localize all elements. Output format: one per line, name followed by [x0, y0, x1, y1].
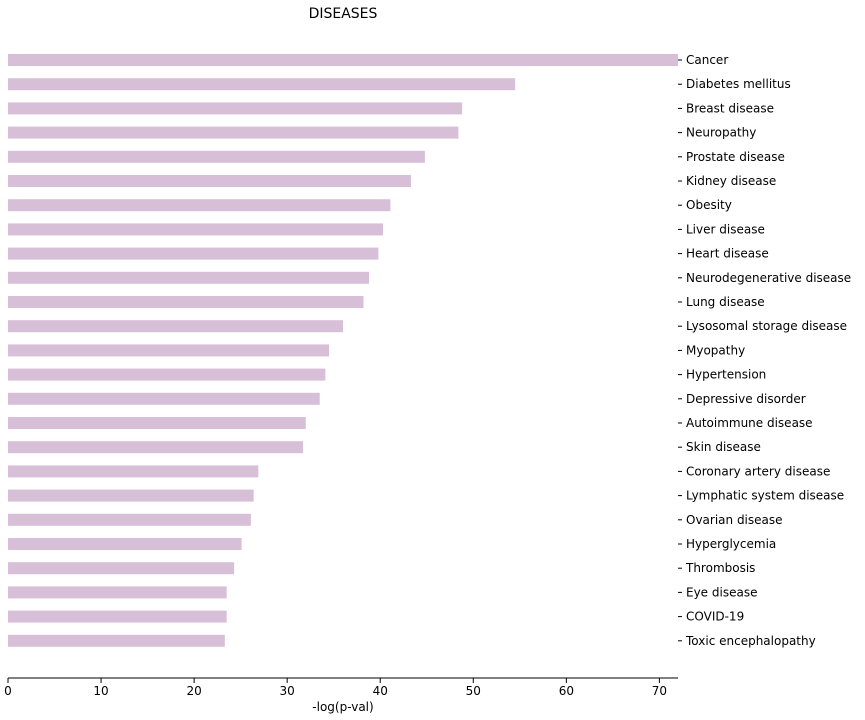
category-label: Coronary artery disease [686, 464, 830, 478]
bar [8, 223, 384, 236]
category-label: COVID-19 [686, 610, 744, 624]
category-label: Thrombosis [685, 561, 755, 575]
bar [8, 441, 303, 454]
bar [8, 175, 411, 187]
bar [8, 610, 227, 623]
bar [8, 634, 225, 647]
x-tick-label: 10 [93, 684, 108, 698]
bar [8, 586, 227, 599]
x-tick-label: 30 [280, 684, 295, 698]
bar [8, 54, 678, 66]
category-label: Heart disease [686, 247, 769, 261]
bar [8, 538, 242, 550]
category-label: Ovarian disease [686, 513, 783, 527]
category-label: Hyperglycemia [686, 537, 776, 551]
category-label: Breast disease [686, 101, 774, 115]
bar [8, 199, 391, 212]
category-label: Depressive disorder [686, 392, 806, 406]
bar [8, 368, 326, 381]
category-label: Eye disease [686, 585, 757, 599]
bar [8, 296, 364, 308]
category-label: Hypertension [686, 368, 766, 382]
category-label: Lymphatic system disease [686, 489, 844, 503]
bar [8, 271, 370, 284]
bar [8, 344, 330, 357]
x-axis-ticks-group: 0 10 20 30 40 50 60 70 [4, 678, 667, 698]
category-label: Diabetes mellitus [686, 77, 791, 91]
bars-group [8, 54, 678, 647]
category-label: Lung disease [686, 295, 765, 309]
bar [8, 78, 516, 91]
bar [8, 392, 320, 405]
category-labels-group: Cancer Diabetes mellitus Breast disease Neu… [678, 53, 851, 648]
category-label: Myopathy [686, 343, 745, 357]
category-label: Toxic encephalopathy [685, 634, 816, 648]
bar [8, 320, 343, 333]
bar [8, 562, 235, 575]
bar [8, 513, 251, 526]
category-label: Prostate disease [686, 150, 785, 164]
x-tick-label: 0 [4, 684, 12, 698]
bar [8, 102, 463, 115]
category-label: Kidney disease [686, 174, 776, 188]
bar [8, 150, 425, 163]
bar [8, 465, 259, 478]
category-label: Lysosomal storage disease [686, 319, 847, 333]
x-tick-label: 60 [559, 684, 574, 698]
category-label: Obesity [686, 198, 732, 212]
category-label: Skin disease [686, 440, 761, 454]
category-label: Neurodegenerative disease [686, 271, 851, 285]
bar [8, 126, 459, 139]
category-label: Liver disease [686, 222, 765, 236]
bar [8, 489, 254, 502]
category-label: Neuropathy [686, 126, 756, 140]
category-label: Autoimmune disease [686, 416, 813, 430]
x-tick-label: 70 [652, 684, 667, 698]
x-tick-label: 40 [373, 684, 388, 698]
x-tick-label: 20 [186, 684, 201, 698]
x-axis-label: -log(p-val) [312, 700, 373, 714]
bar [8, 247, 379, 260]
chart-title: DISEASES [309, 6, 378, 22]
x-tick-label: 50 [466, 684, 481, 698]
bar [8, 417, 306, 429]
category-label: Cancer [686, 53, 728, 67]
